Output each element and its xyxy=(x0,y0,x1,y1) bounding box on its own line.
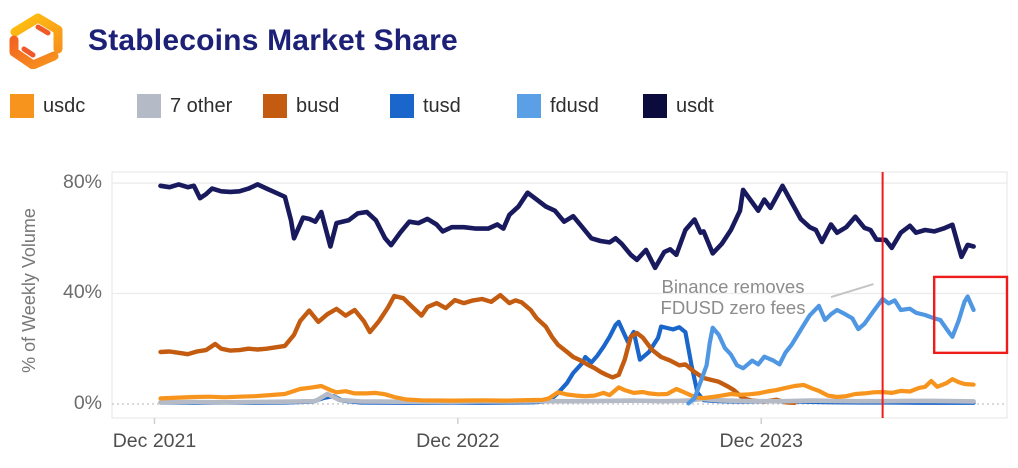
series-line-7-other xyxy=(158,391,976,405)
x-tick-label-Dec-2023: Dec 2023 xyxy=(719,430,803,452)
legend-swatch-tusd xyxy=(390,94,414,118)
annotation-line-1: Binance removes xyxy=(661,276,805,297)
series-line-tusd xyxy=(158,319,976,405)
legend-label: usdc xyxy=(43,94,86,117)
y-tick-label-40%: 40% xyxy=(62,281,102,304)
market-share-chart: % of Weekly Volume 0% 40% 80% Dec 2021 Dec 2… xyxy=(0,130,1018,468)
legend-label: fdusd xyxy=(550,94,599,117)
series-line-usdc xyxy=(158,377,976,403)
series-line-busd xyxy=(158,292,797,405)
legend-swatch-usdt xyxy=(643,94,667,118)
legend-item-busd[interactable]: busd xyxy=(263,94,339,118)
y-tick-label-0%: 0% xyxy=(73,391,102,414)
annotation-pointer-line xyxy=(830,283,874,299)
legend-swatch-busd xyxy=(263,94,287,118)
plot-border xyxy=(111,171,1008,419)
legend-swatch-usdc xyxy=(10,94,34,118)
legend-label: 7 other xyxy=(170,94,233,117)
y-tick-label-80%: 80% xyxy=(62,171,102,194)
legend-item-usdc[interactable]: usdc xyxy=(10,94,85,118)
legend-label: busd xyxy=(296,94,340,117)
chart-legend: usdc 7 other busd tusd fdusd usdt xyxy=(0,94,1018,124)
legend-item-7-other[interactable]: 7 other xyxy=(137,94,232,118)
x-tick-label-Dec-2022: Dec 2022 xyxy=(416,430,500,452)
blockworks-logo xyxy=(9,13,63,69)
legend-item-tusd[interactable]: tusd xyxy=(390,94,461,118)
legend-label: usdt xyxy=(676,94,714,117)
legend-swatch-fdusd xyxy=(517,94,541,118)
annotation-line-2: FDUSD zero fees xyxy=(660,297,806,318)
annotation-binance-fdusd: Binance removes FDUSD zero fees xyxy=(633,276,833,318)
page-title: Stablecoins Market Share xyxy=(88,24,458,57)
legend-swatch-7-other xyxy=(137,94,161,118)
legend-item-usdt[interactable]: usdt xyxy=(643,94,714,118)
highlight-red-box xyxy=(932,275,1009,355)
series-line-fdusd xyxy=(686,294,976,406)
legend-item-fdusd[interactable]: fdusd xyxy=(517,94,599,118)
x-tick-label-Dec-2021: Dec 2021 xyxy=(112,430,197,452)
legend-label: tusd xyxy=(423,94,461,117)
series-line-usdt xyxy=(158,182,976,271)
